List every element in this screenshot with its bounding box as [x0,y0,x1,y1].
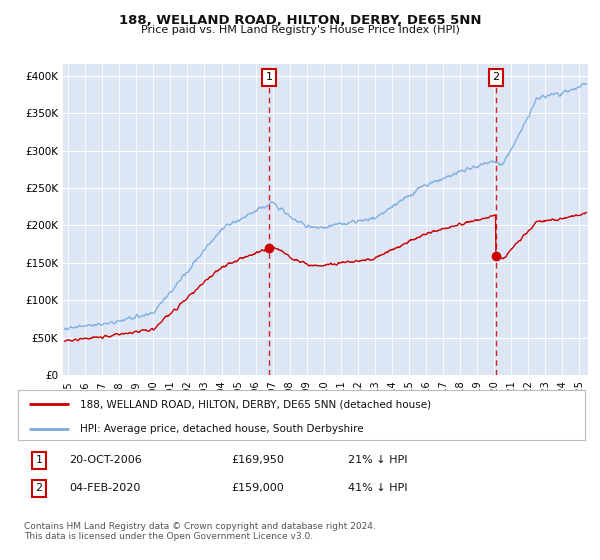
Text: Price paid vs. HM Land Registry's House Price Index (HPI): Price paid vs. HM Land Registry's House … [140,25,460,35]
Text: 20-OCT-2006: 20-OCT-2006 [69,455,142,465]
Text: 21% ↓ HPI: 21% ↓ HPI [348,455,407,465]
Text: 2: 2 [492,72,499,82]
Text: 41% ↓ HPI: 41% ↓ HPI [348,483,407,493]
Text: HPI: Average price, detached house, South Derbyshire: HPI: Average price, detached house, Sout… [80,424,364,434]
Text: £159,000: £159,000 [231,483,284,493]
Text: 04-FEB-2020: 04-FEB-2020 [69,483,140,493]
Text: 2: 2 [35,483,43,493]
Text: 188, WELLAND ROAD, HILTON, DERBY, DE65 5NN: 188, WELLAND ROAD, HILTON, DERBY, DE65 5… [119,14,481,27]
Text: 188, WELLAND ROAD, HILTON, DERBY, DE65 5NN (detached house): 188, WELLAND ROAD, HILTON, DERBY, DE65 5… [80,399,431,409]
Text: 1: 1 [266,72,273,82]
Text: 1: 1 [35,455,43,465]
Text: Contains HM Land Registry data © Crown copyright and database right 2024.
This d: Contains HM Land Registry data © Crown c… [24,522,376,542]
Text: £169,950: £169,950 [231,455,284,465]
